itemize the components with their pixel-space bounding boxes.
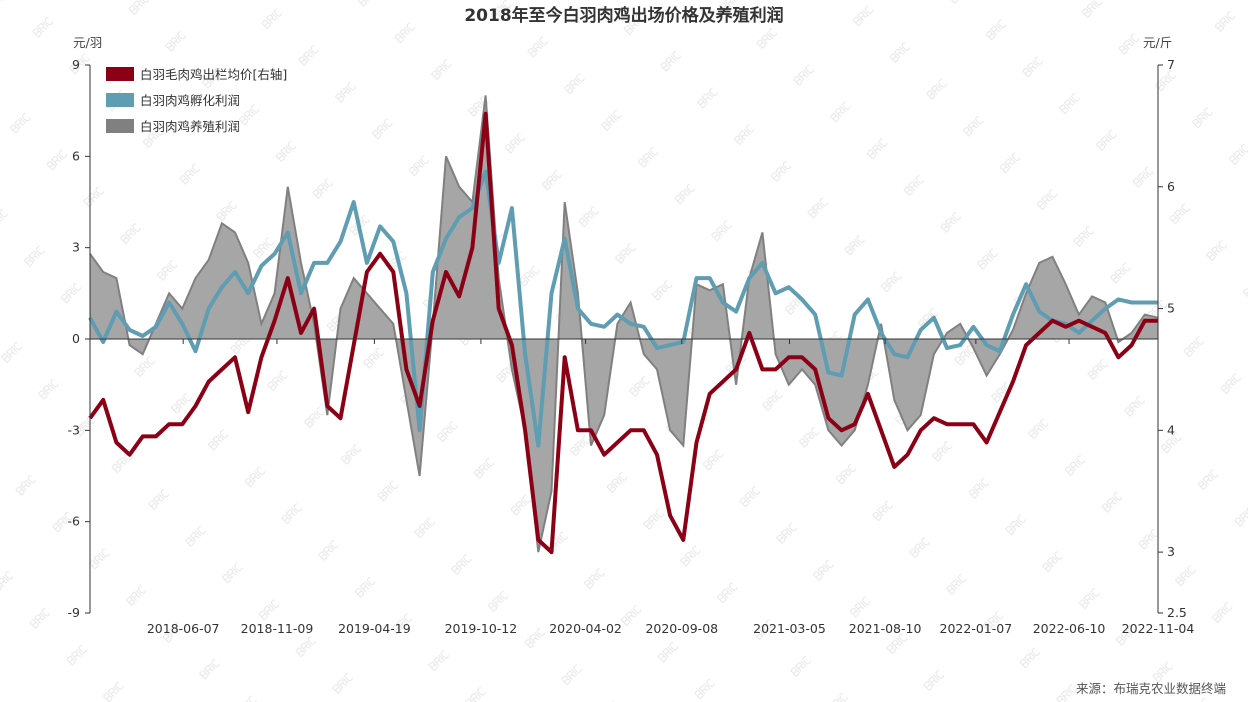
right-axis-tick-label: 4 xyxy=(1167,422,1175,437)
hatching-profit-line xyxy=(88,169,1158,448)
right-axis-tick-label: 5 xyxy=(1167,301,1175,316)
left-axis-unit: 元/羽 xyxy=(73,35,102,50)
left-axis-tick-label: 9 xyxy=(72,57,80,72)
right-axis-tick-label: 3 xyxy=(1167,544,1175,559)
chart-title: 2018年至今白羽肉鸡出场价格及养殖利润 xyxy=(464,5,783,26)
right-axis-tick-label: 2.5 xyxy=(1167,605,1187,620)
left-axis-tick-label: 6 xyxy=(72,148,80,163)
source-note: 来源：布瑞克农业数据终端 xyxy=(1076,681,1226,696)
x-axis-tick-label: 2019-10-12 xyxy=(445,621,518,636)
right-axis-tick-label: 6 xyxy=(1167,179,1175,194)
x-axis-tick-label: 2020-09-08 xyxy=(645,621,718,636)
breeding-profit-line xyxy=(89,95,1159,553)
left-axis-tick-label: 0 xyxy=(72,331,80,346)
x-axis-tick-label: 2018-06-07 xyxy=(147,621,220,636)
left-axis-tick-label: -9 xyxy=(68,605,81,620)
legend: 白羽毛肉鸡出栏均价[右轴] 白羽肉鸡孵化利润 白羽肉鸡养殖利润 xyxy=(106,67,287,134)
right-axis-tick-label: 7 xyxy=(1167,57,1175,72)
x-axis-tick-label: 2019-04-19 xyxy=(338,621,411,636)
right-axis-unit: 元/斤 xyxy=(1143,35,1172,50)
breeding-profit-area xyxy=(90,95,1158,553)
left-axis-tick-label: -3 xyxy=(68,422,80,437)
x-axis-tick-label: 2022-11-04 xyxy=(1122,621,1195,636)
x-axis-tick-label: 2018-11-09 xyxy=(241,621,314,636)
legend-swatch-price xyxy=(106,67,134,81)
legend-label-hatching: 白羽肉鸡孵化利润 xyxy=(140,93,240,108)
legend-label-breeding: 白羽肉鸡养殖利润 xyxy=(140,119,240,134)
legend-swatch-hatching xyxy=(106,93,134,107)
x-axis-tick-label: 2022-06-10 xyxy=(1033,621,1106,636)
axes: 9 6 3 0 -3 -6 -9 7 6 5 4 3 2.5 2018-06-07 2018-11-09 20… xyxy=(68,57,1195,636)
legend-swatch-breeding xyxy=(106,119,134,133)
x-axis-tick-label: 2021-08-10 xyxy=(849,621,922,636)
x-axis-tick-label: 2022-01-07 xyxy=(940,621,1013,636)
x-axis-tick-label: 2020-04-02 xyxy=(549,621,622,636)
legend-label-price: 白羽毛肉鸡出栏均价[右轴] xyxy=(140,67,287,82)
left-axis-tick-label: 3 xyxy=(72,240,80,255)
x-axis-tick-label: 2021-03-05 xyxy=(753,621,826,636)
left-axis-tick-label: -6 xyxy=(68,514,81,529)
